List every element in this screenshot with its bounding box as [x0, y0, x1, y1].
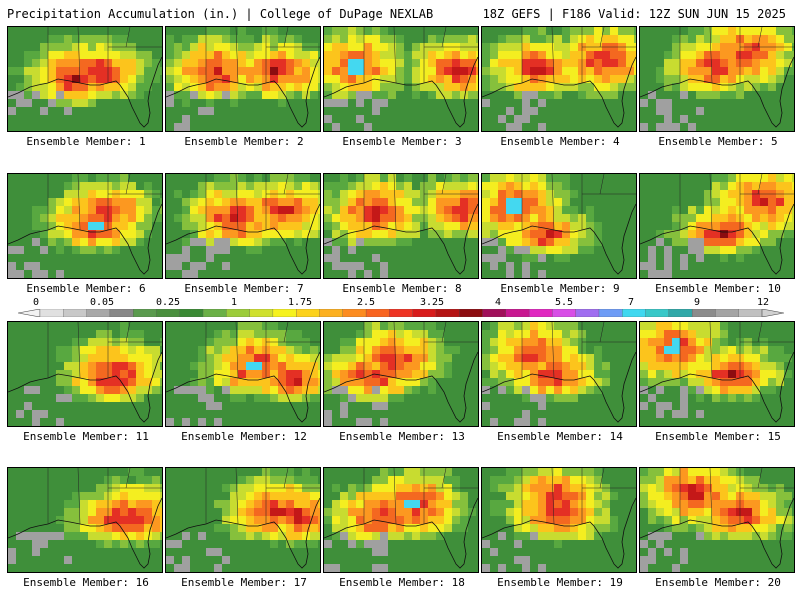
colorbar-segment: [691, 309, 716, 317]
colorbar-segment: [738, 309, 763, 317]
ensemble-member-label: Ensemble Member: 11: [23, 430, 149, 443]
ensemble-member-label: Ensemble Member: 19: [497, 576, 623, 589]
colorbar-tick-label: 3.25: [419, 297, 445, 308]
colorbar-segment: [342, 309, 367, 317]
colorbar-tick-label: 9: [693, 297, 701, 308]
colorbar-tick-label: 1.75: [287, 297, 313, 308]
ensemble-member-map: [323, 467, 479, 573]
colorbar-segment: [528, 309, 553, 317]
colorbar-segment: [622, 309, 646, 317]
ensemble-member-map: [323, 173, 479, 279]
colorbar-segment: [598, 309, 623, 317]
ensemble-member-label: Ensemble Member: 3: [342, 135, 462, 148]
colorbar-segment: [319, 309, 344, 317]
ensemble-member-map: [7, 467, 163, 573]
colorbar-segment: [109, 309, 134, 317]
colorbar-min-arrow: [18, 309, 41, 317]
colorbar-segment: [412, 309, 437, 317]
ensemble-member-map: [639, 467, 795, 573]
map-title: Precipitation Accumulation (in.) | Colle…: [7, 7, 434, 21]
ensemble-member-label: Ensemble Member: 9: [500, 282, 620, 295]
ensemble-member-map: [481, 26, 637, 132]
ensemble-member-label: Ensemble Member: 4: [500, 135, 620, 148]
precipitation-colorbar: [18, 309, 784, 317]
colorbar-tick-label: 1: [230, 297, 238, 308]
ensemble-member-label: Ensemble Member: 7: [184, 282, 304, 295]
ensemble-member-map: [481, 321, 637, 427]
ensemble-member-label: Ensemble Member: 13: [339, 430, 465, 443]
colorbar-segment: [249, 309, 274, 317]
ensemble-member-map: [639, 26, 795, 132]
colorbar-segment: [86, 309, 111, 317]
ensemble-member-label: Ensemble Member: 10: [655, 282, 781, 295]
colorbar-tick-label: 12: [756, 297, 770, 308]
ensemble-member-label: Ensemble Member: 12: [181, 430, 307, 443]
ensemble-member-label: Ensemble Member: 14: [497, 430, 623, 443]
run-valid-time: 18Z GEFS | F186 Valid: 12Z SUN JUN 15 20…: [482, 7, 786, 21]
ensemble-member-label: Ensemble Member: 17: [181, 576, 307, 589]
colorbar-segment: [575, 309, 600, 317]
colorbar-segment: [459, 309, 483, 317]
ensemble-member-label: Ensemble Member: 8: [342, 282, 462, 295]
ensemble-member-label: Ensemble Member: 2: [184, 135, 304, 148]
ensemble-member-map: [7, 26, 163, 132]
ensemble-member-label: Ensemble Member: 1: [26, 135, 146, 148]
colorbar-segment: [133, 309, 157, 317]
colorbar-tick-label: 7: [627, 297, 635, 308]
colorbar-segment: [645, 309, 670, 317]
colorbar-tick-label: 0: [32, 297, 40, 308]
ensemble-member-map: [165, 321, 321, 427]
ensemble-member-label: Ensemble Member: 6: [26, 282, 146, 295]
colorbar-segment: [552, 309, 577, 317]
ensemble-member-map: [323, 321, 479, 427]
colorbar-segment: [202, 309, 227, 317]
colorbar-segment: [365, 309, 390, 317]
ensemble-member-map: [481, 467, 637, 573]
colorbar-segment: [435, 309, 460, 317]
ensemble-member-map: [165, 467, 321, 573]
colorbar-tick-label: 5.5: [554, 297, 574, 308]
ensemble-member-label: Ensemble Member: 5: [658, 135, 778, 148]
colorbar-segment: [39, 309, 64, 317]
ensemble-member-map: [639, 173, 795, 279]
ensemble-member-label: Ensemble Member: 15: [655, 430, 781, 443]
colorbar-segment: [482, 309, 507, 317]
colorbar-segment: [272, 309, 297, 317]
ensemble-member-map: [323, 26, 479, 132]
colorbar-segment: [389, 309, 414, 317]
colorbar-segment: [179, 309, 204, 317]
colorbar-segment: [715, 309, 740, 317]
colorbar-tick-label: 0.05: [89, 297, 115, 308]
colorbar-tick-label: 0.25: [155, 297, 181, 308]
colorbar-segment: [505, 309, 530, 317]
ensemble-member-label: Ensemble Member: 20: [655, 576, 781, 589]
ensemble-member-map: [481, 173, 637, 279]
colorbar-segment: [156, 309, 181, 317]
ensemble-member-map: [7, 321, 163, 427]
colorbar-segment: [296, 309, 320, 317]
colorbar-tick-label: 2.5: [356, 297, 376, 308]
ensemble-member-label: Ensemble Member: 16: [23, 576, 149, 589]
ensemble-member-map: [639, 321, 795, 427]
colorbar-segment: [668, 309, 693, 317]
colorbar-segment: [63, 309, 88, 317]
colorbar-tick-label: 4: [494, 297, 502, 308]
colorbar-segment: [226, 309, 251, 317]
ensemble-member-label: Ensemble Member: 18: [339, 576, 465, 589]
colorbar-max-arrow: [761, 309, 784, 317]
ensemble-member-map: [7, 173, 163, 279]
ensemble-member-map: [165, 173, 321, 279]
ensemble-member-map: [165, 26, 321, 132]
